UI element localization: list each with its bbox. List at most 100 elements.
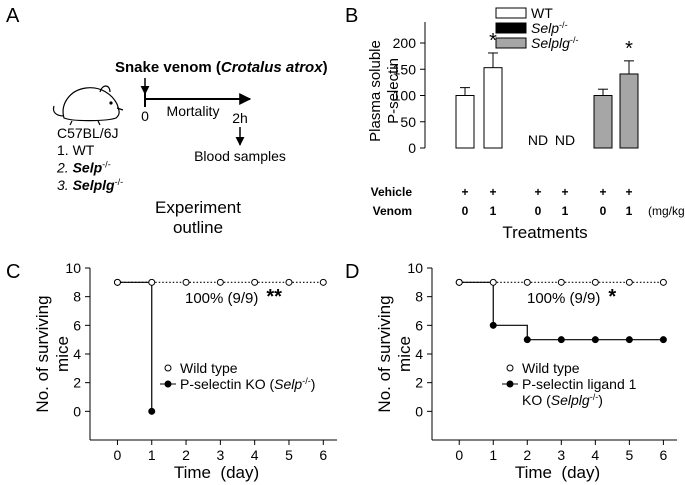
text-part: Selplg xyxy=(73,177,115,193)
y-tick-label: 8 xyxy=(73,289,81,305)
bar xyxy=(593,95,613,149)
point xyxy=(489,321,497,329)
text-part: 2. xyxy=(56,160,73,176)
text-part: Crotalus atrox xyxy=(221,59,323,76)
point xyxy=(659,278,667,286)
line-segment xyxy=(493,324,528,340)
x-tick-label: 2 xyxy=(182,447,190,463)
point xyxy=(319,278,327,286)
time-start: 0 xyxy=(141,108,149,124)
text-part: 3. xyxy=(57,177,73,193)
text-part: Selp xyxy=(73,160,103,176)
y-axis-label: No. of surviving xyxy=(375,295,394,412)
line-chart: 0 2 4 6 8 10 0 1 2 3 4 5 6 No. of surviving mice Time (… xyxy=(375,260,677,482)
y-axis-label: P-selectin xyxy=(385,58,402,124)
rich-text: Selp-/- xyxy=(531,20,568,36)
point xyxy=(216,278,224,286)
text-part: 1. WT xyxy=(57,142,95,158)
rich-text: Wild type xyxy=(522,360,580,376)
y-tick-label: 150 xyxy=(393,61,417,77)
line-chart: 0 2 4 6 8 10 0 1 2 3 4 5 6 No. of surviving mice Time (… xyxy=(33,260,337,482)
row-value: + xyxy=(534,185,541,199)
rich-text: WT xyxy=(531,5,553,21)
y-axis-label: mice xyxy=(53,336,72,372)
x-tick-label: 5 xyxy=(285,447,293,463)
point xyxy=(591,278,599,286)
annotation-text: 100% (9/9) xyxy=(527,290,600,307)
caption-line: outline xyxy=(173,218,223,237)
point xyxy=(625,336,633,344)
point xyxy=(523,336,531,344)
row-value: 0 xyxy=(462,204,469,218)
point xyxy=(251,278,259,286)
text-part: ) xyxy=(311,376,316,392)
point xyxy=(455,278,463,286)
text-part: ) xyxy=(323,59,328,76)
x-tick-label: 6 xyxy=(659,447,667,463)
rich-text: P-selectin ligand 1 KO (Selplg-/-) xyxy=(522,376,637,408)
x-tick-label: 1 xyxy=(148,447,156,463)
mouse-icon xyxy=(52,85,124,126)
panel-letter: A xyxy=(6,5,20,27)
legend-marker xyxy=(506,364,514,372)
x-tick-label: 4 xyxy=(251,447,259,463)
strain-label: C57BL/6J xyxy=(57,125,118,141)
x-tick-label: 2 xyxy=(523,447,531,463)
rich-text: 3. Selplg-/- xyxy=(57,177,123,193)
legend-marker xyxy=(164,380,172,388)
point xyxy=(148,407,156,415)
y-axis-label: mice xyxy=(395,336,414,372)
row-value: 1 xyxy=(562,204,569,218)
x-tick-label: 6 xyxy=(319,447,327,463)
x-tick-label: 4 xyxy=(591,447,599,463)
y-tick-label: 100 xyxy=(393,88,417,104)
row-value: + xyxy=(599,185,606,199)
rich-text: P-selectin KO (Selp-/-) xyxy=(180,376,315,392)
y-tick-label: 8 xyxy=(415,289,423,305)
annotation: 100% (9/9) ** xyxy=(185,286,282,308)
y-tick-label: 0 xyxy=(73,403,81,419)
legend-marker xyxy=(506,380,514,388)
line-segment xyxy=(459,281,494,326)
text-part: -/- xyxy=(559,20,568,30)
significance-label: * xyxy=(625,38,633,60)
bar xyxy=(483,67,503,149)
text-part: Snake venom ( xyxy=(115,59,221,76)
mortality-label: Mortality xyxy=(167,103,220,119)
point xyxy=(659,336,667,344)
y-tick-label: 0 xyxy=(415,403,423,419)
y-tick-label: 10 xyxy=(407,260,423,276)
text-part: Selp xyxy=(274,376,302,392)
y-tick-label: 0 xyxy=(408,140,416,156)
row-value: + xyxy=(461,185,468,199)
panel-letter: C xyxy=(6,261,20,283)
text-part: KO ( xyxy=(522,392,551,408)
y-tick-label: 10 xyxy=(65,260,81,276)
text-part: -/- xyxy=(570,35,579,45)
text-part: WT xyxy=(531,5,553,21)
point xyxy=(182,278,190,286)
text-part: -/- xyxy=(115,177,124,187)
legend-swatch xyxy=(495,22,527,34)
text-part: Selplg xyxy=(531,35,570,51)
line-segment xyxy=(117,281,153,412)
point xyxy=(148,278,156,286)
rich-text: 2. Selp-/- xyxy=(56,160,111,176)
rich-text: Wild type xyxy=(180,360,238,376)
y-tick-label: 4 xyxy=(415,346,423,362)
experiment-outline: A 0 Mortality 2h Blood samples C57BL/6J … xyxy=(6,5,328,237)
legend-swatch xyxy=(495,7,527,19)
samples-label: Blood samples xyxy=(194,148,286,164)
rich-text: 1. WT xyxy=(57,142,95,158)
annotation: 100% (9/9) * xyxy=(527,286,616,308)
y-tick-label: 2 xyxy=(415,375,423,391)
row-value: 1 xyxy=(626,204,633,218)
x-axis-label: Time (day) xyxy=(515,463,600,482)
legend-marker xyxy=(164,364,172,372)
time-end: 2h xyxy=(232,110,248,126)
row-value: + xyxy=(561,185,568,199)
significance-label: ** xyxy=(266,286,282,308)
x-tick-label: 0 xyxy=(114,447,122,463)
